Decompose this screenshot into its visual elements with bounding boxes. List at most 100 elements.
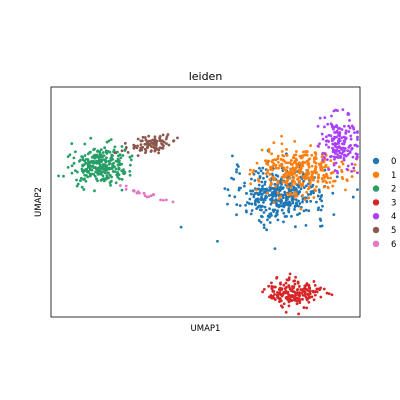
point-cluster-1 — [299, 207, 303, 211]
legend-label-1: 1 — [391, 171, 396, 181]
point-cluster-6 — [162, 198, 165, 202]
point-cluster-4 — [316, 144, 320, 148]
point-cluster-2 — [116, 163, 120, 167]
point-cluster-1 — [315, 185, 318, 189]
point-cluster-3 — [287, 304, 291, 308]
point-cluster-2 — [114, 181, 118, 185]
point-cluster-1 — [289, 186, 293, 189]
point-cluster-5 — [124, 146, 128, 149]
point-cluster-0 — [269, 202, 273, 206]
point-cluster-0 — [261, 184, 264, 188]
point-cluster-0 — [320, 199, 324, 203]
point-cluster-0 — [235, 163, 239, 167]
point-cluster-0 — [266, 218, 269, 222]
point-cluster-1 — [274, 185, 278, 188]
point-cluster-2 — [116, 172, 119, 176]
legend-label-0: 0 — [391, 157, 396, 167]
point-cluster-0 — [265, 228, 269, 232]
point-cluster-1 — [248, 168, 252, 172]
point-cluster-3 — [297, 293, 301, 297]
point-cluster-1 — [308, 180, 312, 184]
point-cluster-3 — [315, 290, 319, 294]
point-cluster-2 — [109, 167, 112, 171]
point-cluster-2 — [96, 149, 100, 153]
point-cluster-1 — [329, 176, 332, 180]
point-cluster-1 — [294, 192, 298, 196]
point-cluster-1 — [291, 193, 294, 197]
point-cluster-4 — [356, 130, 359, 134]
point-cluster-1 — [304, 177, 307, 181]
point-cluster-1 — [278, 164, 282, 167]
point-cluster-2 — [119, 156, 123, 160]
point-cluster-0 — [249, 192, 253, 196]
point-cluster-1 — [292, 176, 296, 179]
point-cluster-1 — [290, 183, 294, 186]
point-cluster-0 — [248, 197, 252, 201]
point-cluster-1 — [288, 176, 292, 180]
point-cluster-4 — [348, 126, 352, 130]
point-cluster-1 — [276, 157, 280, 161]
point-cluster-3 — [302, 306, 306, 309]
point-cluster-5 — [154, 143, 158, 147]
point-cluster-5 — [147, 134, 151, 138]
point-cluster-2 — [92, 154, 96, 158]
point-cluster-2 — [95, 159, 99, 163]
point-cluster-3 — [292, 279, 296, 283]
point-cluster-1 — [313, 156, 317, 160]
point-cluster-0 — [253, 202, 257, 205]
point-cluster-4 — [323, 125, 326, 129]
point-cluster-1 — [321, 180, 325, 183]
point-cluster-0 — [302, 209, 306, 213]
point-cluster-4 — [345, 167, 349, 171]
point-cluster-0 — [267, 194, 271, 197]
point-cluster-2 — [92, 166, 96, 170]
point-cluster-6 — [164, 198, 168, 202]
point-cluster-0 — [295, 201, 298, 205]
point-cluster-0 — [259, 220, 263, 224]
point-cluster-1 — [276, 154, 280, 158]
point-cluster-2 — [107, 139, 111, 143]
point-cluster-1 — [254, 188, 258, 192]
point-cluster-3 — [276, 295, 280, 298]
point-cluster-0 — [238, 204, 242, 208]
point-cluster-4 — [340, 136, 344, 140]
point-cluster-3 — [300, 291, 303, 295]
point-cluster-0 — [228, 194, 231, 198]
point-cluster-0 — [269, 198, 273, 201]
point-cluster-6 — [135, 191, 139, 195]
point-cluster-0 — [235, 203, 239, 207]
point-cluster-4 — [333, 136, 337, 139]
point-cluster-1 — [299, 170, 303, 174]
point-cluster-6 — [142, 191, 146, 195]
point-cluster-2 — [73, 169, 77, 173]
point-cluster-0 — [262, 211, 266, 214]
point-cluster-0 — [291, 200, 295, 204]
point-cluster-3 — [287, 297, 290, 301]
point-cluster-5 — [150, 145, 153, 148]
point-cluster-1 — [269, 166, 273, 169]
point-cluster-2 — [73, 150, 77, 154]
point-cluster-5 — [136, 154, 140, 158]
point-cluster-1 — [296, 164, 300, 168]
point-cluster-1 — [289, 168, 293, 171]
point-cluster-4 — [348, 151, 352, 155]
point-cluster-1 — [314, 171, 318, 175]
point-cluster-2 — [120, 145, 124, 148]
point-cluster-2 — [70, 164, 74, 168]
point-cluster-3 — [313, 284, 317, 287]
point-cluster-3 — [312, 298, 316, 302]
point-cluster-1 — [325, 181, 329, 185]
point-cluster-0 — [268, 212, 272, 216]
point-cluster-1 — [280, 142, 284, 146]
point-cluster-0 — [226, 202, 229, 206]
point-cluster-0 — [255, 191, 259, 195]
point-cluster-1 — [310, 164, 314, 168]
point-cluster-0 — [309, 192, 313, 196]
point-cluster-3 — [308, 286, 312, 290]
point-cluster-1 — [341, 177, 345, 181]
point-cluster-4 — [335, 169, 339, 173]
point-cluster-0 — [257, 171, 260, 175]
point-cluster-2 — [80, 185, 84, 189]
point-cluster-2 — [104, 149, 108, 153]
